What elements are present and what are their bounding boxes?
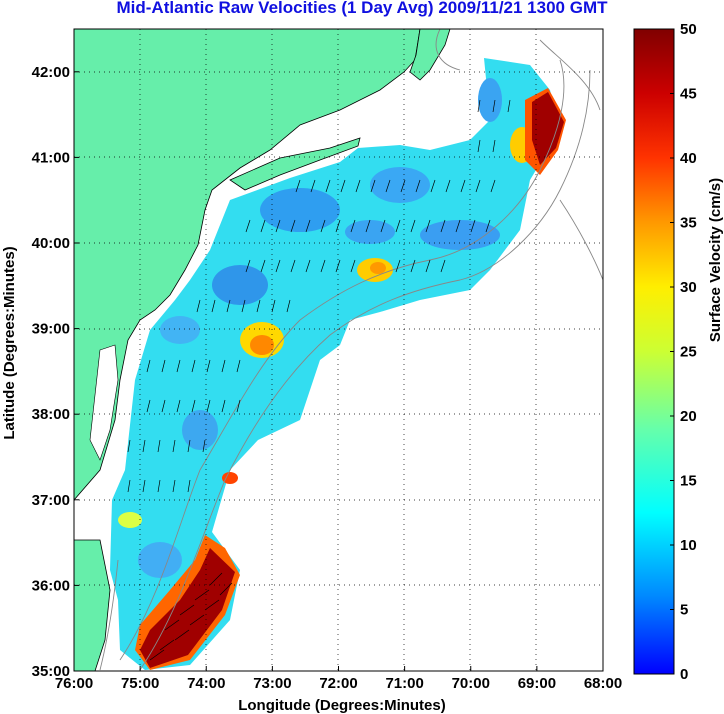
lat-tick-label: 36:00	[32, 577, 70, 594]
lon-tick-label: 69:00	[518, 675, 556, 692]
lon-tick-label: 74:00	[187, 675, 225, 692]
colorbar-tick-label: 45	[680, 86, 697, 103]
colorbar-tick-label: 35	[680, 215, 697, 232]
colorbar-tick-label: 25	[680, 344, 697, 361]
colorbar-tick-label: 10	[680, 537, 697, 554]
colorbar-tick-label: 50	[680, 21, 697, 38]
lon-tick-label: 68:00	[584, 675, 622, 692]
colorbar-tick-label: 0	[680, 666, 688, 683]
lat-tick-label: 39:00	[32, 321, 70, 338]
lat-tick-label: 35:00	[32, 663, 70, 680]
lon-tick-label: 70:00	[452, 675, 490, 692]
velocity-arrows	[127, 99, 511, 661]
lon-tick-label: 71:00	[385, 675, 423, 692]
longitude-ticks: 76:00 75:00 74:00 73:00 72:00 71:00 70:00 69:00…	[55, 666, 622, 692]
map-grid	[74, 29, 603, 671]
colorbar	[633, 28, 675, 675]
land-mass	[74, 29, 421, 501]
lat-tick-label: 37:00	[32, 492, 70, 509]
lat-tick-label: 38:00	[32, 406, 70, 423]
y-axis-label: Latitude (Degrees:Minutes)	[1, 246, 18, 439]
lon-tick-label: 76:00	[55, 675, 93, 692]
colorbar-tick-label: 15	[680, 473, 697, 490]
colorbar-tick-label: 40	[680, 150, 697, 167]
lat-tick-label: 42:00	[32, 64, 70, 81]
colorbar-tick-label: 30	[680, 279, 697, 296]
colorbar-label: Surface Velocity (cm/s)	[707, 178, 724, 342]
x-axis-label: Longitude (Degrees:Minutes)	[238, 697, 446, 714]
velocity-field	[110, 58, 560, 670]
lat-tick-label: 41:00	[32, 149, 70, 166]
lon-tick-label: 75:00	[121, 675, 159, 692]
colorbar-tick-label: 5	[680, 602, 688, 619]
colorbar-tick-label: 20	[680, 408, 697, 425]
lon-tick-label: 73:00	[253, 675, 291, 692]
lon-tick-label: 72:00	[319, 675, 357, 692]
figure-title: Mid-Atlantic Raw Velocities (1 Day Avg) …	[116, 0, 608, 17]
latitude-ticks: 42:00 41:00 40:00 39:00 38:00 37:00 36:00 35:00	[32, 64, 79, 680]
lat-tick-label: 40:00	[32, 235, 70, 252]
colorbar-ticks: 0 5 10 15 20 25 30 35 40 45 50	[670, 21, 697, 683]
